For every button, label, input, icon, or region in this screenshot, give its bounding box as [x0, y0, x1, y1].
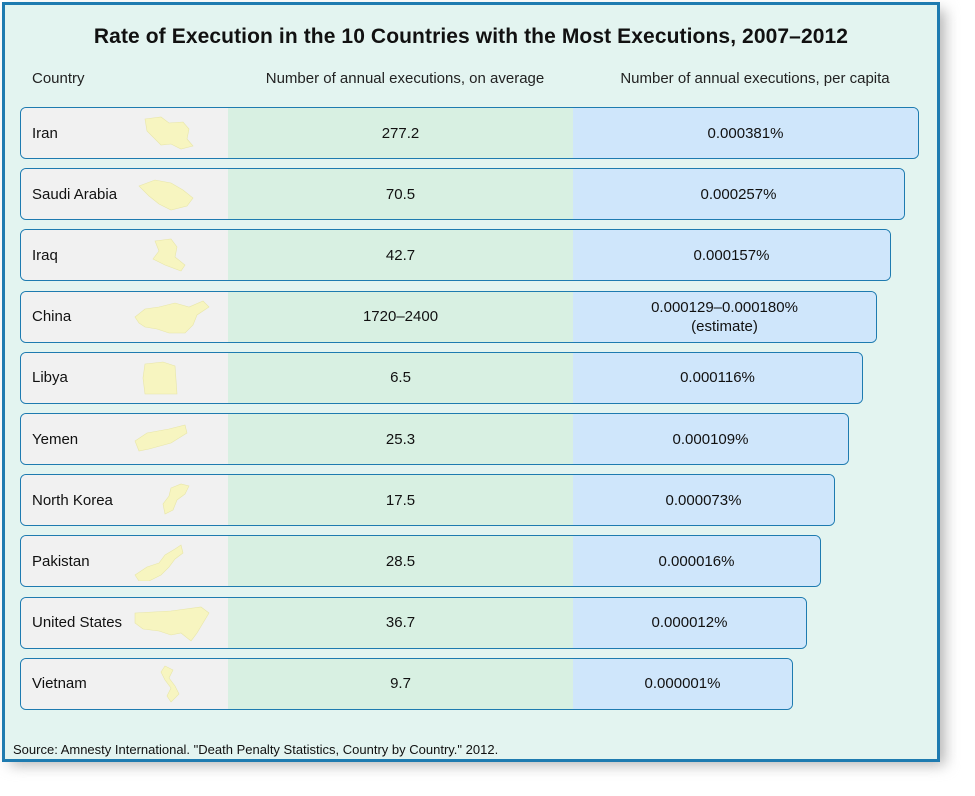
per-capita-note: (estimate): [691, 317, 758, 335]
table-row: China 1720–2400 0.000129–0.000180% (estimat…: [20, 290, 877, 343]
table-row: Iran 277.2 0.000381%: [20, 107, 919, 159]
per-capita-value: 0.000073%: [665, 491, 742, 509]
chart-frame: Rate of Execution in the 10 Countries wi…: [2, 2, 940, 762]
average-value: 277.2: [381, 124, 420, 142]
per-capita-cell: 0.000116%: [573, 352, 862, 403]
per-capita-value: 0.000381%: [707, 124, 784, 142]
country-cell: Iran: [21, 108, 228, 158]
column-header-country: Country: [32, 70, 85, 87]
average-cell: 70.5: [228, 169, 573, 220]
vietnam-map-icon: [160, 665, 180, 703]
per-capita-value: 0.000001%: [644, 675, 721, 693]
column-header-per-capita: Number of annual executions, per capita: [620, 70, 890, 87]
average-cell: 277.2: [228, 108, 573, 158]
average-cell: 25.3: [228, 414, 573, 464]
average-cell: 9.7: [228, 658, 573, 709]
per-capita-cell: 0.000157%: [573, 230, 890, 281]
per-capita-cell: 0.000016%: [573, 536, 820, 587]
average-value: 70.5: [385, 185, 416, 203]
table-row: Pakistan 28.5 0.000016%: [20, 535, 821, 588]
united-states-map-icon: [134, 606, 210, 642]
pakistan-map-icon: [134, 544, 184, 582]
country-name: Saudi Arabia: [32, 185, 118, 203]
per-capita-cell: 0.000012%: [573, 597, 806, 648]
country-name: Vietnam: [32, 675, 87, 693]
per-capita-value-group: 0.000073%: [573, 475, 834, 525]
country-cell: Vietnam: [21, 658, 228, 709]
per-capita-value-group: 0.000012%: [573, 598, 806, 648]
per-capita-cell: 0.000001%: [573, 658, 792, 709]
per-capita-value: 0.000157%: [693, 246, 770, 264]
average-cell: 17.5: [228, 475, 573, 526]
country-cell: Libya: [21, 352, 228, 403]
per-capita-value: 0.000016%: [658, 552, 735, 570]
per-capita-value: 0.000109%: [672, 430, 749, 448]
average-cell: 6.5: [228, 352, 573, 403]
per-capita-cell: 0.000129–0.000180% (estimate): [573, 291, 876, 342]
average-value: 42.7: [385, 246, 416, 264]
country-cell: China: [21, 291, 228, 342]
per-capita-value-group: 0.000001%: [573, 659, 792, 709]
column-header-average: Number of annual executions, on average: [265, 70, 545, 87]
per-capita-value: 0.000116%: [680, 369, 755, 387]
country-name: North Korea: [32, 491, 113, 509]
average-value: 17.5: [385, 491, 416, 509]
table-row: United States 36.7 0.000012%: [20, 596, 807, 649]
libya-map-icon: [142, 361, 178, 395]
country-cell: Pakistan: [21, 536, 228, 587]
country-name: Pakistan: [32, 552, 90, 570]
per-capita-cell: 0.000257%: [573, 169, 904, 220]
average-cell: 36.7: [228, 597, 573, 648]
table-row: Saudi Arabia 70.5 0.000257%: [20, 168, 905, 221]
per-capita-value-group: 0.000129–0.000180% (estimate): [573, 292, 876, 342]
per-capita-value: 0.000129–0.000180%: [651, 298, 798, 316]
saudi-arabia-map-icon: [138, 179, 194, 211]
table-row: Libya 6.5 0.000116%: [20, 351, 863, 404]
iran-map-icon: [144, 116, 194, 150]
country-cell: Iraq: [21, 230, 228, 281]
country-cell: North Korea: [21, 475, 228, 526]
china-map-icon: [134, 300, 210, 333]
country-cell: Saudi Arabia: [21, 169, 228, 220]
country-name: China: [32, 308, 72, 326]
table-row: Yemen 25.3 0.000109%: [20, 413, 849, 465]
country-name: Iraq: [32, 246, 58, 264]
average-value: 25.3: [385, 430, 416, 448]
per-capita-value-group: 0.000157%: [573, 230, 890, 280]
per-capita-value-group: 0.000381%: [573, 108, 918, 158]
average-value: 6.5: [390, 369, 411, 387]
per-capita-value: 0.000257%: [700, 185, 777, 203]
per-capita-value-group: 0.000116%: [573, 353, 862, 403]
country-cell: United States: [21, 597, 228, 648]
average-value: 1720–2400: [362, 308, 439, 326]
country-name: United States: [32, 614, 123, 632]
per-capita-cell: 0.000073%: [573, 475, 834, 526]
average-value: 28.5: [385, 552, 416, 570]
country-cell: Yemen: [21, 414, 228, 464]
average-cell: 1720–2400: [228, 291, 573, 342]
average-cell: 28.5: [228, 536, 573, 587]
source-note: Source: Amnesty International. "Death Pe…: [13, 742, 499, 757]
country-name: Libya: [32, 369, 68, 387]
per-capita-cell: 0.000109%: [573, 414, 848, 464]
north-korea-map-icon: [162, 483, 190, 515]
chart-title: Rate of Execution in the 10 Countries wi…: [93, 25, 849, 48]
average-value: 36.7: [385, 614, 416, 632]
per-capita-value: 0.000012%: [651, 614, 728, 632]
average-value: 9.7: [390, 675, 411, 693]
table-row: Iraq 42.7 0.000157%: [20, 229, 891, 282]
country-name: Yemen: [32, 430, 79, 448]
iraq-map-icon: [152, 239, 186, 272]
yemen-map-icon: [134, 424, 188, 452]
per-capita-value-group: 0.000016%: [573, 536, 820, 586]
per-capita-value-group: 0.000109%: [573, 414, 848, 464]
per-capita-value-group: 0.000257%: [573, 169, 904, 219]
table-row: Vietnam 9.7 0.000001%: [20, 657, 793, 710]
per-capita-cell: 0.000381%: [573, 108, 918, 158]
table-row: North Korea 17.5 0.000073%: [20, 474, 835, 527]
average-cell: 42.7: [228, 230, 573, 281]
country-name: Iran: [32, 124, 58, 142]
